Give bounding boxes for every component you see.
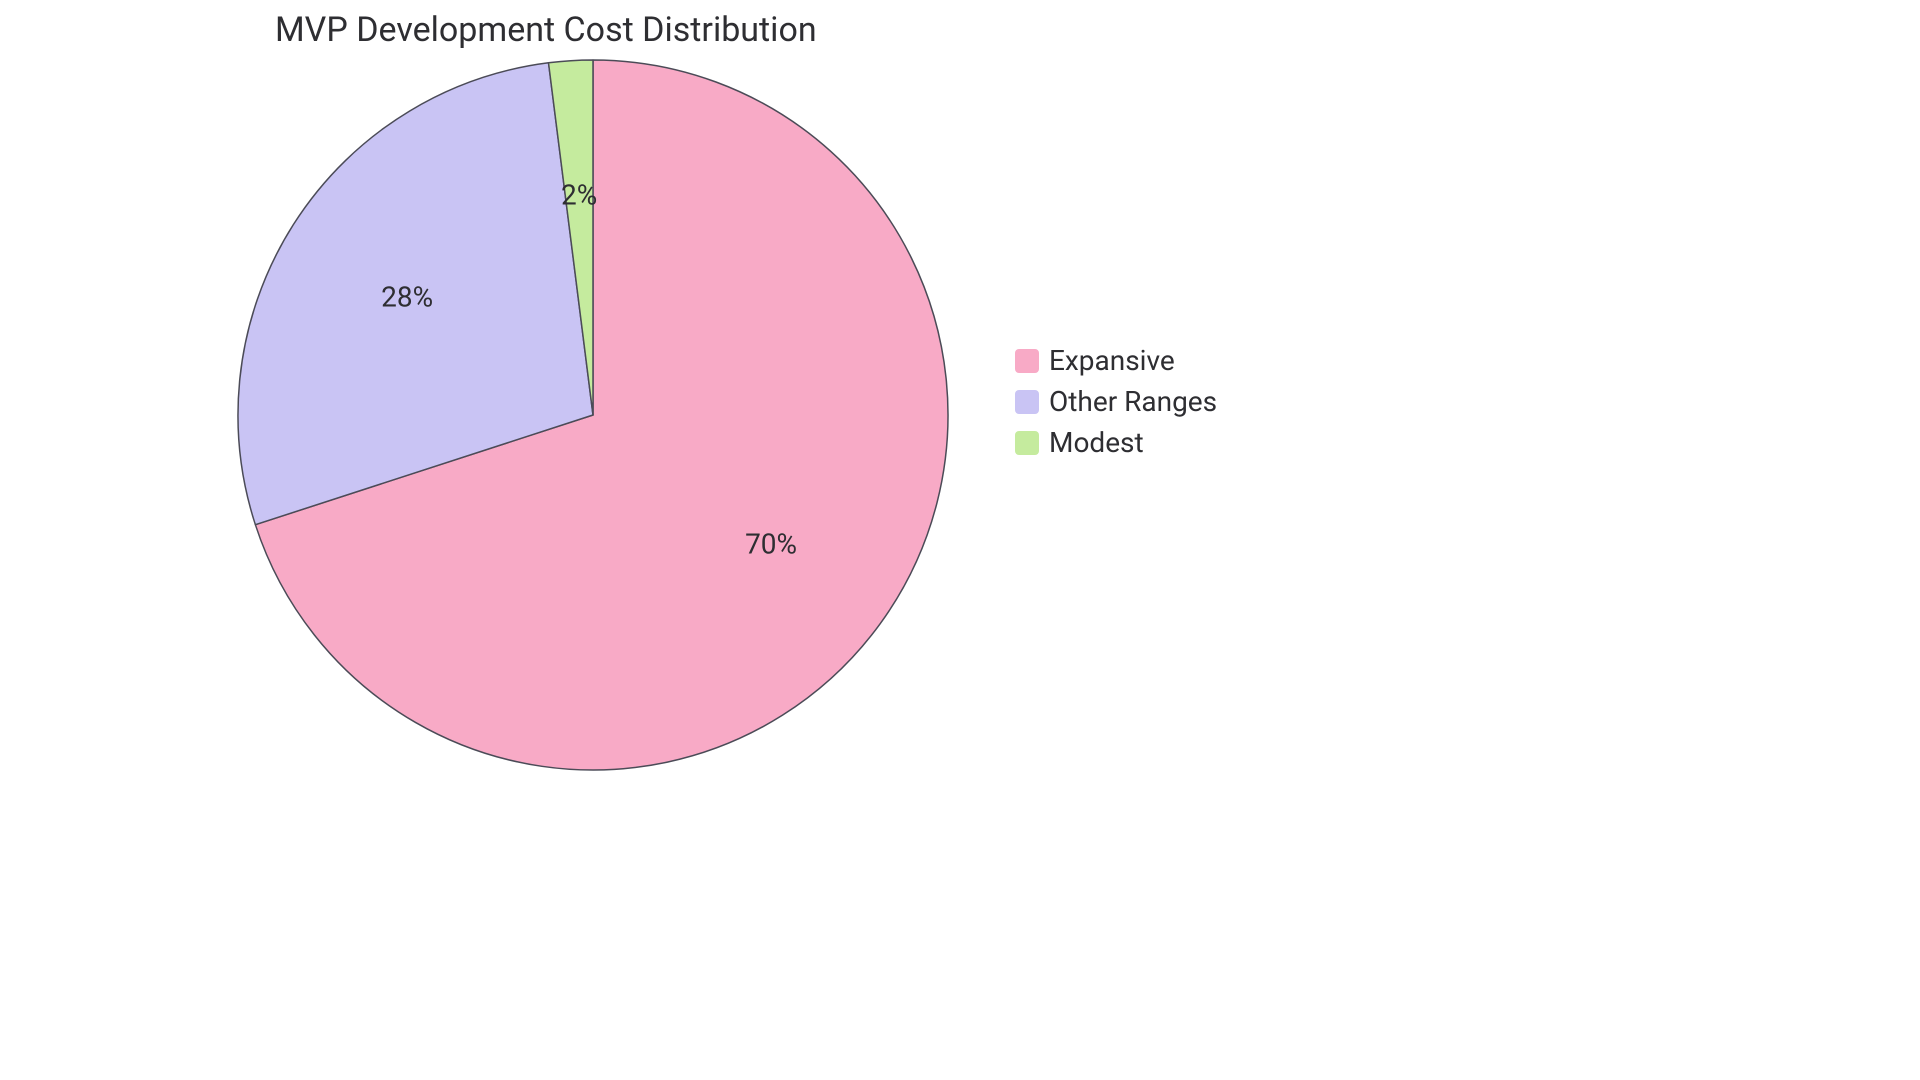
- legend-item-modest: Modest: [1015, 426, 1217, 459]
- legend-label-other-ranges: Other Ranges: [1049, 385, 1217, 418]
- legend: Expansive Other Ranges Modest: [1015, 344, 1217, 467]
- pie-chart: [0, 0, 952, 774]
- legend-swatch-modest: [1015, 431, 1039, 455]
- legend-item-other-ranges: Other Ranges: [1015, 385, 1217, 418]
- chart-stage: MVP Development Cost Distribution 70% 28…: [0, 0, 1440, 797]
- slice-label-other-ranges: 28%: [381, 281, 433, 314]
- legend-swatch-other-ranges: [1015, 390, 1039, 414]
- legend-item-expansive: Expansive: [1015, 344, 1217, 377]
- legend-label-expansive: Expansive: [1049, 344, 1175, 377]
- legend-label-modest: Modest: [1049, 426, 1144, 459]
- legend-swatch-expansive: [1015, 349, 1039, 373]
- slice-label-modest: 2%: [561, 179, 597, 212]
- slice-label-expansive: 70%: [745, 528, 797, 561]
